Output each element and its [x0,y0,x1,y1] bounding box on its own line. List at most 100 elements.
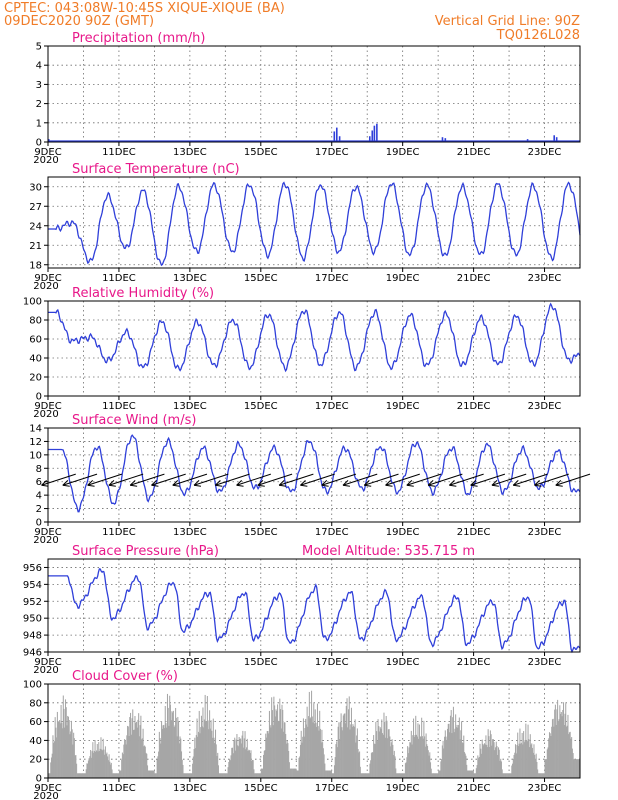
precip-bar [555,137,558,142]
wind-arrow [470,473,506,486]
cloud-bar [175,717,177,778]
cloud-bar [73,738,75,778]
cloud-bar [485,735,487,778]
cloud-bar [473,773,475,778]
x-tick-label: 17DEC [315,527,349,538]
cloud-bar [162,725,164,778]
cloud-bar [290,768,292,778]
cloud-bar [256,773,258,778]
x-tick-label: 23DEC [528,401,562,412]
wind-arrow [342,473,378,486]
cloud-bar [181,759,183,778]
cloud-bar [216,755,218,778]
cloud-bar [157,756,159,778]
cloud-bar [448,723,450,778]
cloud-bar [402,773,404,778]
cloud-bar [380,728,382,778]
cloud-bar [192,756,194,778]
cloud-bar [79,773,81,778]
cloud-bar [562,709,564,778]
cloud-bar [427,750,429,778]
cloud-bar [87,760,89,778]
x-tick-label: 11DEC [102,147,136,158]
y-tick-label: 21 [29,241,42,252]
cloud-bar [283,722,285,778]
cloud-bar [415,734,418,778]
cloud-bar [204,694,206,778]
cloud-bar [481,739,483,778]
cloud-bar [462,743,464,778]
cloud-bar [529,734,531,778]
cloud-bar [56,711,58,778]
cloud-bar [359,751,361,778]
cloud-bar [497,747,500,778]
x-year-label: 2020 [33,281,58,292]
cloud-bar [531,747,534,778]
cloud-bar [70,731,72,778]
cloud-bar [279,698,281,778]
y-tick-label: 40 [29,354,42,365]
precip-bar [373,125,376,142]
cloud-bar [309,718,311,778]
wind-arrow-head [300,484,308,487]
cloud-bar [278,721,280,778]
cloud-bar [135,721,137,778]
cloud-bar [48,773,50,778]
cloud-bar [506,773,508,778]
cloud-bar [266,730,268,778]
wind-arrow-head [470,480,477,486]
cloud-bar [471,770,473,778]
cloud-bar [324,763,326,778]
cloud-bar [436,773,438,778]
cloud-bar [319,728,321,778]
wind-arrow [62,473,98,486]
cloud-bar [231,747,233,778]
cloud-bar [159,738,161,778]
cloud-bar [449,715,451,778]
y-tick-label: 3 [36,80,42,91]
cloud-bar [398,773,400,778]
cloud-bar [459,739,461,778]
cloud-bar [223,773,225,778]
cloud-bar [478,756,480,778]
cloud-bar [566,725,568,778]
cloud-bar [460,730,462,778]
cloud-bar [520,742,522,778]
cloud-bar [495,741,497,778]
precip-bar [368,136,371,142]
cloud-bar [250,750,252,778]
header-run-time: 09DEC2020 90Z (GMT) [4,14,154,29]
wind-arrow [108,473,144,486]
cloud-bar [254,773,256,778]
cloud-bar [421,736,423,778]
cloud-bar [345,705,347,778]
x-tick-label: 19DEC [386,273,420,284]
cloud-bar [261,768,263,778]
cloud-bar [401,773,403,778]
cloud-bar [345,723,347,778]
cloud-bar [65,707,67,778]
cloud-bar [382,734,384,778]
cloud-bar [236,733,238,778]
y-tick-label: 27 [29,202,42,213]
cloud-bar [227,767,229,778]
cloud-bar [519,728,521,778]
cloud-bar [106,752,108,778]
cloud-bar [112,773,114,778]
cloud-bar [168,725,170,778]
cloud-bar [90,750,92,778]
cloud-bar [255,773,257,778]
cloud-bar [172,712,174,778]
cloud-bar [524,740,526,778]
cloud-bar [325,770,327,778]
cloud-bar [437,773,439,778]
cloud-bar [251,759,253,778]
cloud-bar [515,753,517,778]
x-tick-label: 11DEC [102,527,136,538]
cloud-bar [415,715,417,778]
cloud-bar [138,736,140,778]
y-tick-label: 14 [29,424,42,435]
cloud-bar [240,743,242,778]
cloud-bar [305,718,307,778]
cloud-bar [158,731,160,778]
